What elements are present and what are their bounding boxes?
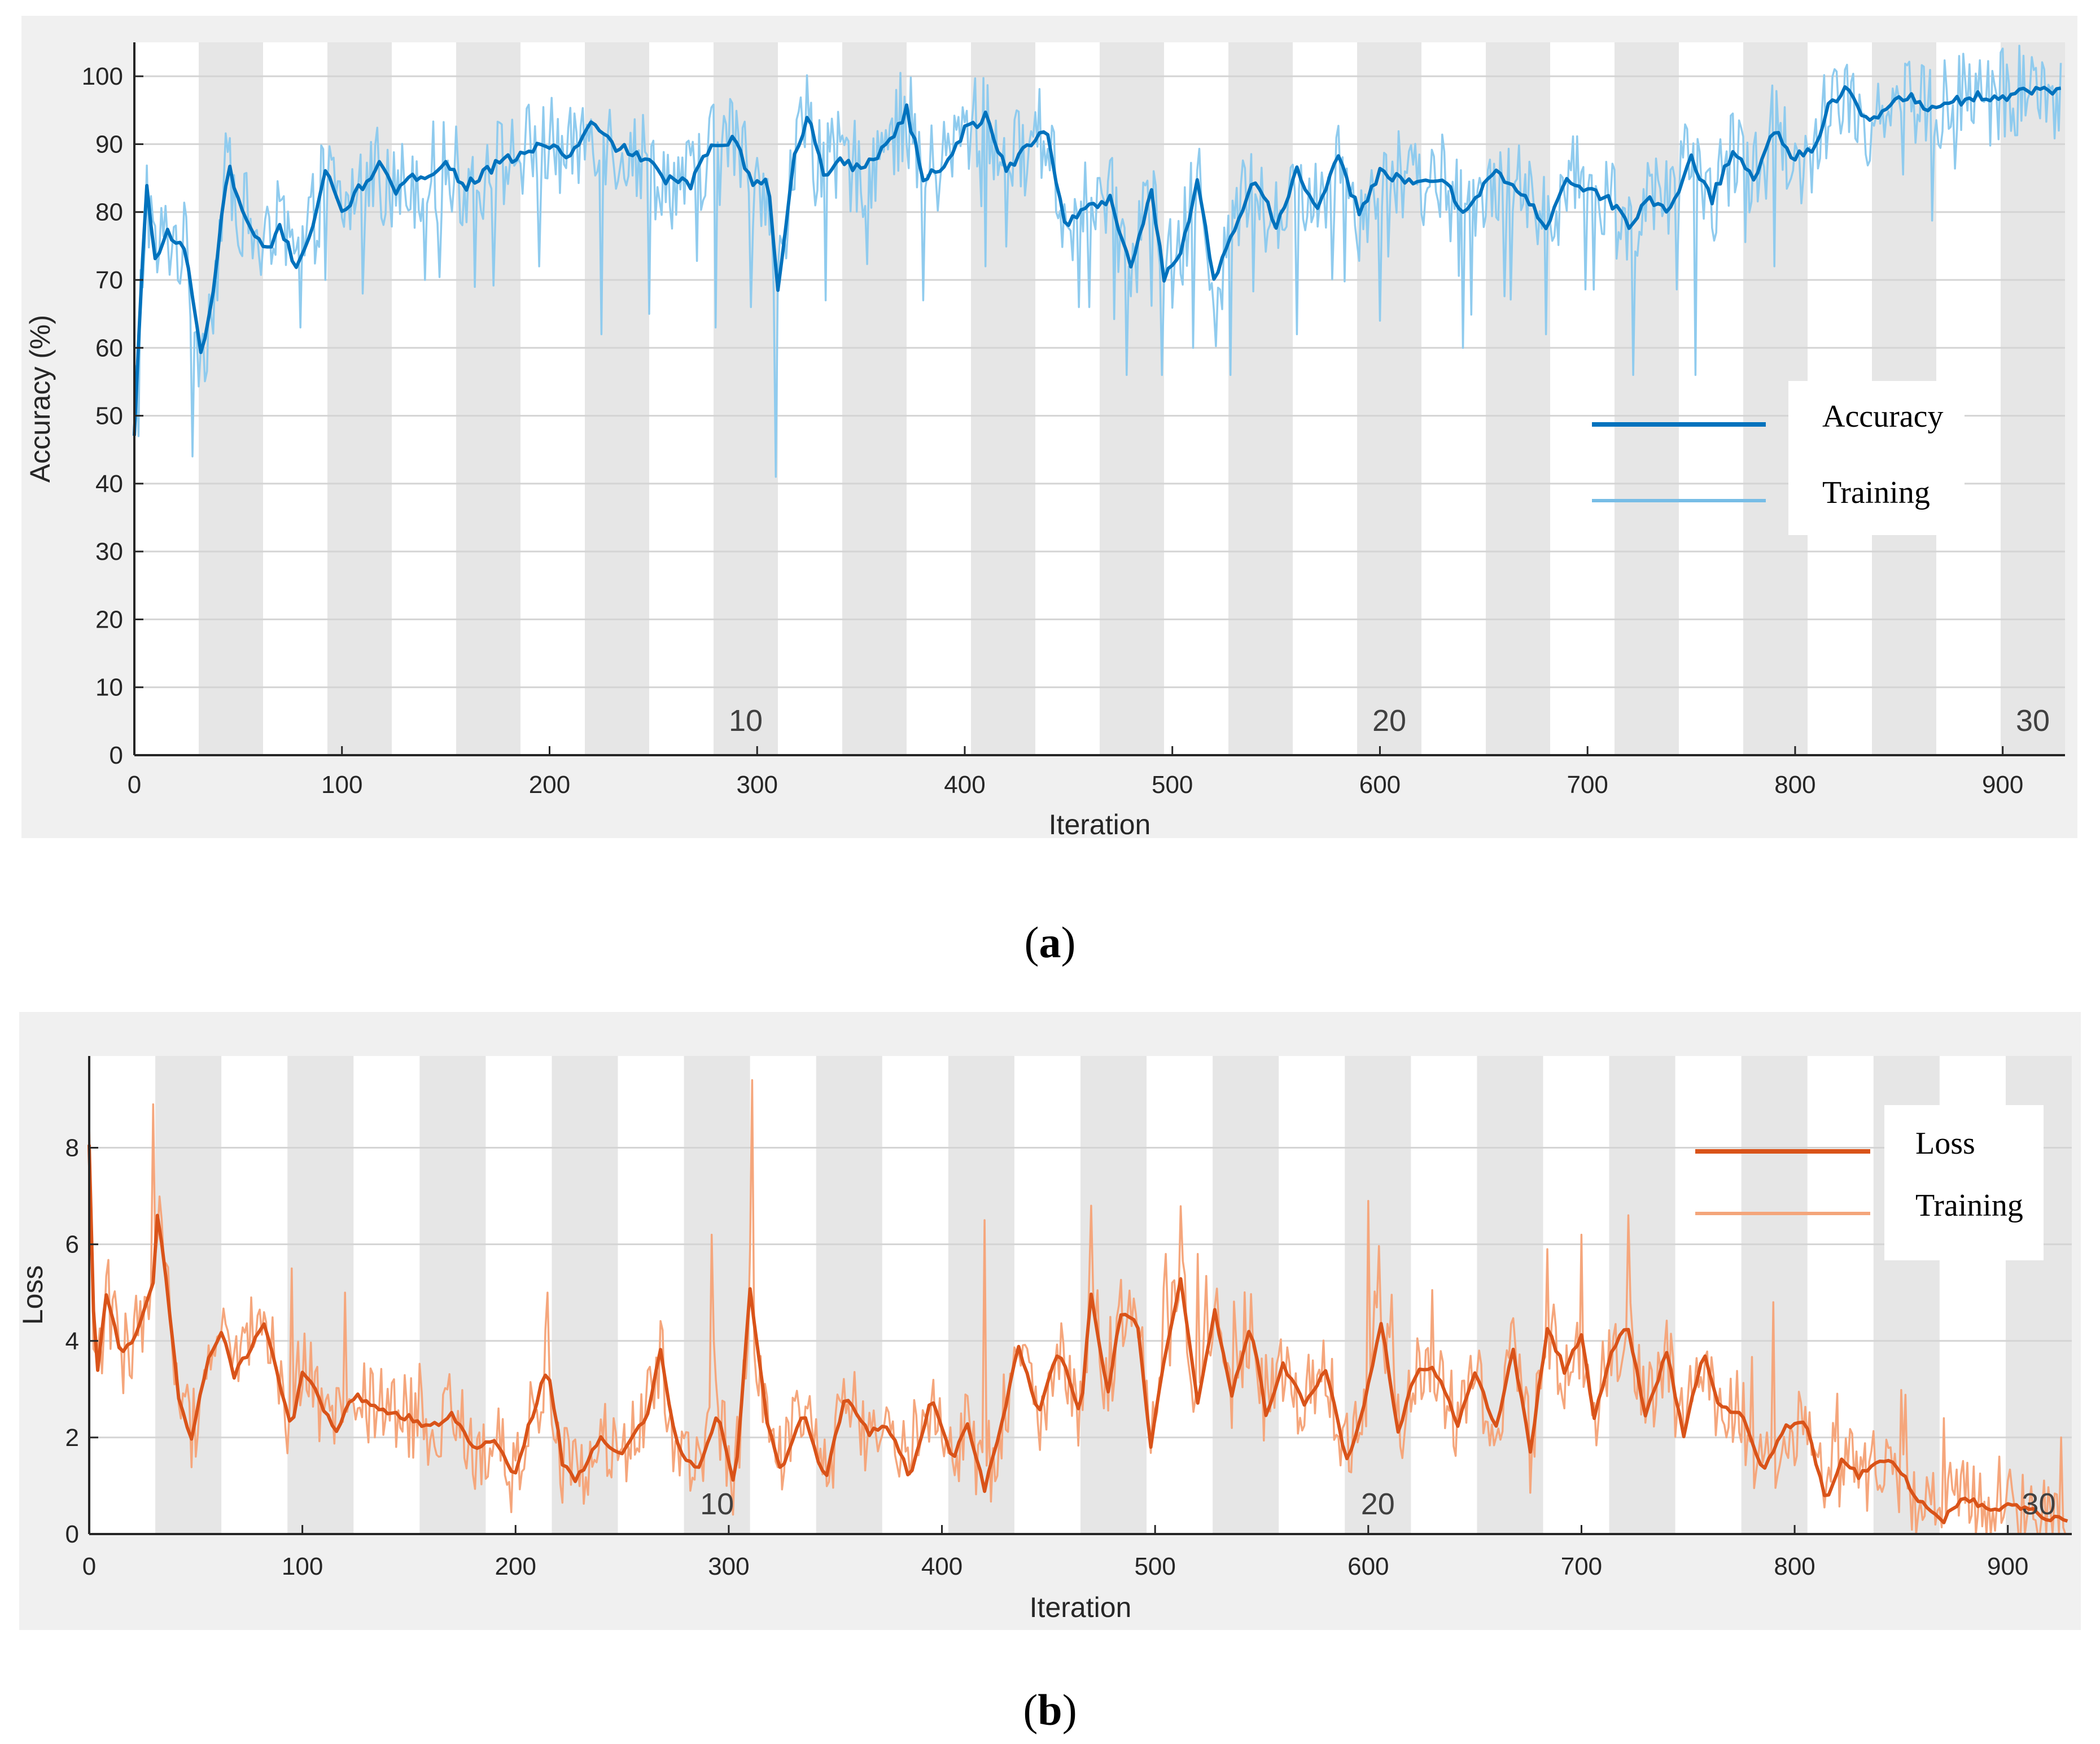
y-tick-label: 70 xyxy=(95,266,123,294)
smoothed-series-line xyxy=(88,1145,2068,1524)
y-tick-label: 50 xyxy=(95,402,123,430)
epoch-band xyxy=(2001,42,2065,755)
x-tick-label: 900 xyxy=(1982,771,2023,799)
epoch-band xyxy=(816,1056,882,1534)
epoch-band xyxy=(1228,42,1293,755)
y-tick-label: 8 xyxy=(65,1134,79,1162)
chart-b: 0 2 4 6 8 0 100 200 300 400 500 600 700 800 900 10 20 30 I… xyxy=(17,1012,2081,1630)
x-tick-label: 0 xyxy=(82,1553,96,1580)
x-tick-label: 600 xyxy=(1359,771,1401,799)
caption-a-letter: a xyxy=(1039,918,1061,967)
y-tick-label: 2 xyxy=(65,1424,79,1452)
epoch-band xyxy=(1609,1056,1675,1534)
caption-b-letter: b xyxy=(1038,1685,1062,1734)
epoch-band xyxy=(155,1056,222,1534)
epoch-label: 30 xyxy=(2016,704,2050,738)
epoch-label: 10 xyxy=(700,1487,734,1521)
epoch-label: 30 xyxy=(2022,1487,2055,1521)
x-tick-label: 200 xyxy=(495,1553,536,1580)
y-tick-label: 20 xyxy=(95,606,123,633)
x-tick-label: 100 xyxy=(321,771,362,799)
legend-label: Accuracy xyxy=(1822,399,1944,434)
training-raw-line xyxy=(133,45,2062,478)
epoch-band xyxy=(1357,42,1421,755)
y-tick-label: 10 xyxy=(95,674,123,702)
legend-box xyxy=(1884,1105,2044,1260)
epoch-label: 20 xyxy=(1372,704,1406,738)
y-tick-label: 90 xyxy=(95,130,123,158)
y-tick-label: 0 xyxy=(110,742,123,769)
epoch-band xyxy=(1100,42,1164,755)
legend-box xyxy=(1788,381,1965,535)
y-tick-label: 80 xyxy=(95,199,123,226)
x-tick-label: 400 xyxy=(944,771,985,799)
y-tick-label: 30 xyxy=(95,538,123,566)
y-tick-label: 6 xyxy=(65,1231,79,1259)
x-tick-label: 400 xyxy=(921,1553,963,1580)
x-tick-label: 600 xyxy=(1348,1553,1389,1580)
x-tick-label: 500 xyxy=(1134,1553,1175,1580)
epoch-band xyxy=(1477,1056,1543,1534)
epoch-band xyxy=(287,1056,354,1534)
x-tick-label: 700 xyxy=(1561,1553,1602,1580)
legend-label: Training xyxy=(1915,1188,2023,1223)
y-tick-label: 40 xyxy=(95,470,123,498)
training-raw-line xyxy=(88,1079,2068,1535)
x-tick-label: 700 xyxy=(1567,771,1608,799)
epoch-label: 10 xyxy=(729,704,763,738)
x-axis-label: Iteration xyxy=(1030,1592,1132,1623)
x-tick-label: 0 xyxy=(128,771,141,799)
legend-label: Loss xyxy=(1915,1126,1975,1161)
chart-a: 0 10 20 30 40 50 60 70 80 90 100 0 100 200 300 400 500 60… xyxy=(21,16,2077,840)
y-tick-label: 60 xyxy=(95,334,123,362)
x-tick-label: 100 xyxy=(282,1553,323,1580)
epoch-label: 20 xyxy=(1361,1487,1395,1521)
x-tick-label: 500 xyxy=(1152,771,1193,799)
y-tick-label: 0 xyxy=(65,1520,79,1548)
x-tick-label: 300 xyxy=(737,771,778,799)
smoothed-series-line xyxy=(133,85,2062,436)
x-tick-label: 200 xyxy=(529,771,570,799)
y-axis-label: Accuracy (%) xyxy=(24,315,56,483)
caption-b: (b) xyxy=(1023,1685,1077,1734)
legend-label: Training xyxy=(1822,475,1930,510)
x-axis-label: Iteration xyxy=(1049,809,1151,840)
x-tick-label: 800 xyxy=(1774,771,1815,799)
y-tick-label: 4 xyxy=(65,1327,79,1355)
x-tick-label: 900 xyxy=(1987,1553,2028,1580)
x-tick-label: 300 xyxy=(708,1553,749,1580)
y-tick-label: 100 xyxy=(82,63,123,90)
x-tick-label: 800 xyxy=(1774,1553,1815,1580)
epoch-band xyxy=(327,42,392,755)
epoch-band xyxy=(1615,42,1679,755)
caption-a: (a) xyxy=(1024,918,1076,967)
epoch-band xyxy=(419,1056,486,1534)
y-axis-label: Loss xyxy=(17,1265,49,1325)
